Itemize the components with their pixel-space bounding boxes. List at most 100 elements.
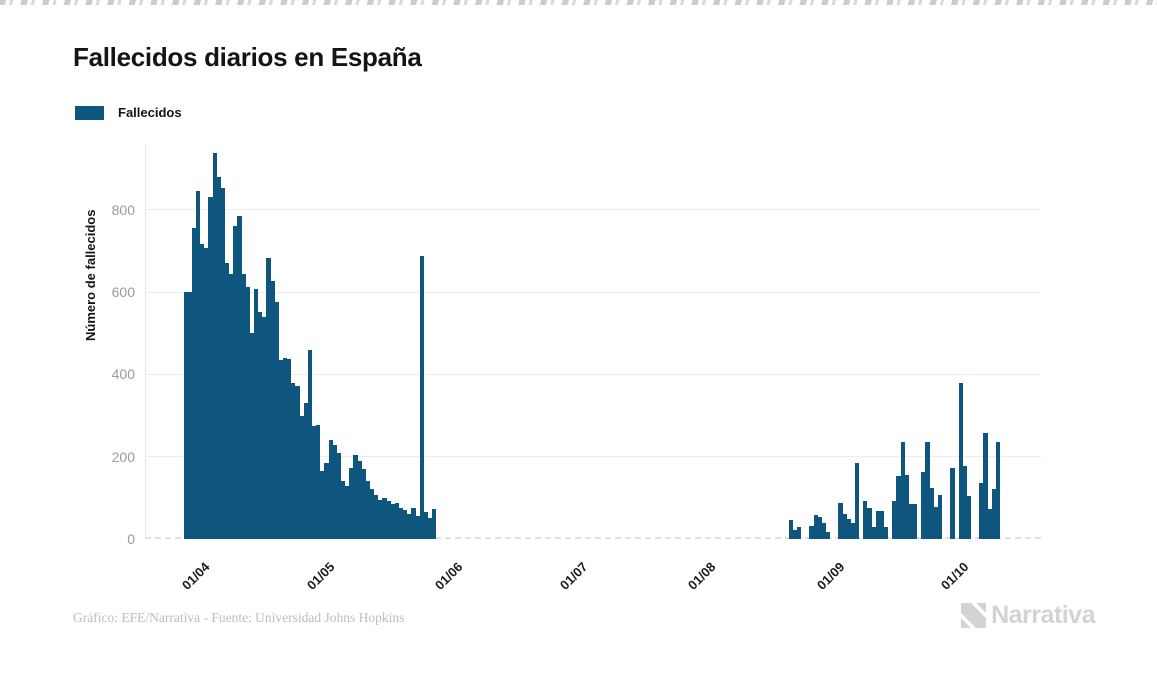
bar [332,445,337,539]
bar [908,503,914,539]
bar [983,432,988,539]
bar [817,517,822,539]
gridline-200 [145,456,1041,458]
bar [328,440,333,539]
bar [229,273,234,539]
bar [191,228,196,539]
chart-title: Fallecidos diarios en España [73,42,422,72]
bar [423,511,429,539]
bar [316,424,321,539]
legend-label: Fallecidos [118,105,182,120]
bar [950,467,955,539]
brand-wordmark: Narrativa [991,601,1095,629]
bar [854,462,860,539]
bar [253,288,259,539]
bar [224,263,230,539]
bar [274,301,279,539]
x-tick-label: 01/05 [303,559,338,593]
bar [966,495,972,539]
bar [262,316,267,539]
x-tick-label: 01/06 [432,559,466,593]
bar [958,383,963,539]
bar [394,502,400,539]
bar [846,518,851,539]
bar [788,520,793,539]
bar [937,494,943,539]
y-axis-title: Número de fallecidos [83,209,98,341]
x-axis-baseline [145,537,1041,539]
bar [303,403,308,539]
bar [287,358,292,539]
y-tick-label: 400 [111,366,135,383]
brand-logo: Narrativa [961,601,1095,630]
bar [809,525,814,539]
bar [245,286,250,539]
bar [813,515,818,539]
bar [399,508,404,539]
bar [884,527,889,539]
bar [349,468,354,539]
y-tick-label: 200 [111,448,135,465]
bar [900,441,905,539]
bar [403,510,408,539]
bar [991,489,996,539]
bar [428,517,433,539]
bar [374,494,379,539]
bar [195,191,201,539]
bar [382,497,387,539]
bar [370,488,375,539]
bar [291,382,296,539]
bar [241,274,246,539]
bar [879,511,885,539]
bar [278,360,284,539]
bar [979,483,984,539]
bar [200,243,205,539]
bar [962,466,967,539]
x-tick-label: 01/04 [179,559,213,593]
bar [415,515,420,539]
bar [345,486,350,539]
bar [295,385,300,539]
bar [419,255,424,539]
bar [266,257,271,539]
bar [892,500,897,539]
bar [220,187,225,539]
x-tick-label: 01/09 [813,559,848,593]
bar [432,508,437,539]
bar [842,514,847,539]
bar [867,507,872,539]
bar [925,441,930,539]
bar [233,226,238,539]
bar [282,357,288,539]
y-axis-line [145,144,146,539]
bar [208,197,213,539]
bar [361,469,366,539]
bar [311,425,317,539]
plot-area: 0 200 400 600 800 01/04 01/05 01/06 01/07 01/08 01… [112,144,1041,593]
x-tick-label: 01/08 [684,559,719,593]
bar [357,460,362,539]
bar [386,501,391,539]
gridline-800 [145,209,1041,211]
bar [838,503,843,539]
legend-swatch [75,105,104,120]
bar [407,513,412,539]
legend: Fallecidos [75,105,182,120]
bar [411,508,416,539]
narrativa-icon [961,603,987,628]
bar [258,311,263,539]
source-credit: Gráfico: EFE/Narrativa - Fuente: Univers… [73,610,405,625]
bar [863,501,868,539]
y-tick-label: 800 [111,201,135,218]
bar [183,292,188,539]
bar [299,415,304,539]
bar [987,509,992,539]
bar [187,292,192,539]
bar [995,441,1001,539]
bar [341,480,346,539]
bar [933,506,938,539]
bar [204,248,209,539]
bar [821,522,827,539]
bar [324,462,329,539]
y-tick-label: 0 [127,531,135,547]
